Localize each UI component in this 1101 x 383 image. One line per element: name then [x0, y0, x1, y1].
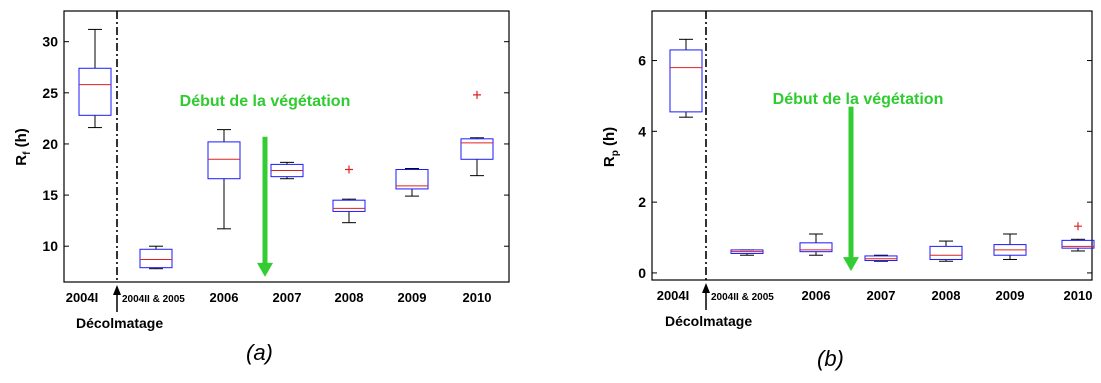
box-3 [207, 129, 241, 230]
x-category-label: 2007 [273, 290, 302, 305]
iqr-box [669, 49, 703, 113]
y-tick-label: 30 [42, 34, 58, 50]
iqr-box [864, 255, 898, 262]
chart-panel-b: 0 2 4 6 Rp (h) Décolmatage 2004I 2004II & 2005 2… [601, 10, 1095, 329]
outlier-marker [473, 90, 481, 99]
x-category-label: 2004II & 2005 [711, 292, 774, 303]
box-5 [332, 165, 366, 224]
x-category-label: 2010 [1064, 288, 1093, 303]
y-tick-label: 0 [638, 265, 646, 281]
y-axis-label: Rf (h) [13, 128, 33, 166]
box-1 [78, 28, 112, 129]
vegetation-annotation: Début de la végétation [773, 91, 944, 108]
plot-area-frame [651, 10, 1093, 281]
iqr-box [460, 138, 494, 160]
iqr-box [799, 242, 833, 253]
iqr-box [139, 248, 173, 269]
x-category-label: 2006 [210, 290, 239, 305]
box-7 [460, 90, 494, 177]
y-tick-label: 20 [42, 136, 58, 152]
x-category-label: 2009 [996, 288, 1025, 303]
box-2 [730, 249, 764, 256]
separator-label: Décolmatage [665, 313, 752, 329]
box-6 [395, 167, 429, 197]
separator-arrow-head [113, 285, 121, 295]
box-4 [270, 161, 304, 180]
box-2 [139, 245, 173, 270]
caption-a: (a) [246, 340, 273, 365]
y-tick-label: 25 [42, 85, 58, 101]
box-4 [864, 254, 898, 262]
x-category-label: 2008 [932, 288, 961, 303]
y-tick-label: 6 [638, 53, 646, 69]
separator-label: Décolmatage [76, 315, 163, 331]
iqr-box [207, 141, 241, 180]
caption-b: (b) [817, 346, 844, 371]
iqr-box [929, 245, 963, 260]
chart-panel-a: 10 15 20 25 30 Rf (h) Décolmatage 2004I 2004II &… [13, 10, 510, 331]
vegetation-annotation: Début de la végétation [180, 93, 351, 110]
x-category-label: 2010 [463, 290, 492, 305]
y-tick-label: 2 [638, 194, 646, 210]
iqr-box [1061, 239, 1095, 249]
x-category-label: 2008 [335, 290, 364, 305]
box-5 [929, 240, 963, 262]
vegetation-arrow-head [843, 257, 859, 272]
y-tick-label: 4 [638, 123, 646, 139]
iqr-box [395, 169, 429, 190]
x-category-label: 2004II & 2005 [122, 294, 185, 305]
x-category-label: 2009 [398, 290, 427, 305]
separator-arrow-head [702, 283, 710, 293]
x-category-label: 2004I [66, 290, 99, 305]
outlier-marker [345, 165, 353, 174]
vegetation-arrow-head [257, 262, 273, 277]
box-7 [1061, 222, 1095, 252]
y-tick-label: 10 [42, 238, 58, 254]
box-3 [799, 233, 833, 256]
outlier-marker [1074, 222, 1082, 231]
plot-area-frame [63, 10, 510, 283]
x-category-label: 2007 [867, 288, 896, 303]
iqr-box [78, 67, 112, 116]
x-category-label: 2004I [657, 288, 690, 303]
y-axis-label: Rp (h) [601, 127, 621, 167]
iqr-box [332, 199, 366, 212]
box-6 [993, 233, 1027, 260]
x-category-label: 2006 [802, 288, 831, 303]
box-1 [669, 38, 703, 118]
y-tick-label: 15 [42, 187, 58, 203]
